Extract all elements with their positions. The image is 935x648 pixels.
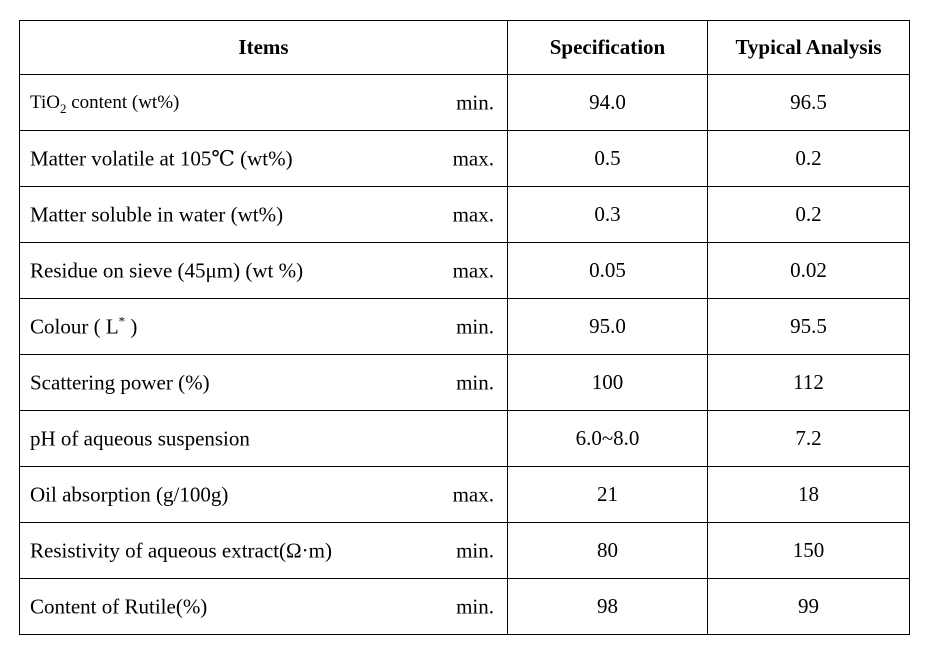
item-name: Residue on sieve (45μm) (wt %) — [30, 258, 304, 282]
item-name: pH of aqueous suspension — [30, 426, 250, 450]
table-row: Matter volatile at 105℃ (wt%) max. 0.5 0… — [19, 130, 910, 187]
item-limit: min. — [456, 538, 494, 562]
specification-value: 0.5 — [507, 130, 708, 187]
header-row: Items Specification Typical Analysis — [19, 20, 910, 75]
typical-value: 7.2 — [707, 410, 910, 467]
specification-value: 0.3 — [507, 186, 708, 243]
typical-value: 112 — [707, 354, 910, 411]
table-row: Scattering power (%) min. 100 112 — [19, 354, 910, 411]
specification-value: 80 — [507, 522, 708, 579]
header-specification: Specification — [507, 20, 708, 75]
item-name: Content of Rutile(%) — [30, 594, 208, 618]
specification-value: 100 — [507, 354, 708, 411]
item-name: Colour ( L* ) — [30, 313, 138, 338]
specification-value: 95.0 — [507, 298, 708, 355]
item-cell: Matter volatile at 105℃ (wt%) max. — [19, 130, 508, 187]
typical-value: 0.2 — [707, 186, 910, 243]
item-limit: max. — [452, 482, 494, 506]
item-cell: Residue on sieve (45μm) (wt %) max. — [19, 242, 508, 299]
typical-value: 18 — [707, 466, 910, 523]
item-cell: Content of Rutile(%) min. — [19, 578, 508, 635]
specification-value: 0.05 — [507, 242, 708, 299]
item-limit: max. — [452, 258, 494, 282]
table-row: Content of Rutile(%) min. 98 99 — [19, 578, 910, 635]
typical-value: 0.02 — [707, 242, 910, 299]
specification-value: 21 — [507, 466, 708, 523]
typical-value: 150 — [707, 522, 910, 579]
typical-value: 0.2 — [707, 130, 910, 187]
item-cell: TiO2 content (wt%) min. — [19, 74, 508, 131]
item-cell: pH of aqueous suspension — [19, 410, 508, 467]
table-row: pH of aqueous suspension 6.0~8.0 7.2 — [19, 410, 910, 467]
table-row: Oil absorption (g/100g) max. 21 18 — [19, 466, 910, 523]
header-typical-analysis: Typical Analysis — [707, 20, 910, 75]
typical-value: 96.5 — [707, 74, 910, 131]
table-row: TiO2 content (wt%) min. 94.0 96.5 — [19, 74, 910, 131]
item-cell: Resistivity of aqueous extract(Ω·m) min. — [19, 522, 508, 579]
table-row: Colour ( L* ) min. 95.0 95.5 — [19, 298, 910, 355]
header-items: Items — [19, 20, 508, 75]
item-cell: Scattering power (%) min. — [19, 354, 508, 411]
table-row: Matter soluble in water (wt%) max. 0.3 0… — [19, 186, 910, 243]
table-row: Resistivity of aqueous extract(Ω·m) min.… — [19, 522, 910, 579]
item-limit: max. — [452, 202, 494, 226]
item-name: Oil absorption (g/100g) — [30, 482, 229, 506]
item-name: TiO2 content (wt%) — [30, 91, 180, 116]
item-cell: Oil absorption (g/100g) max. — [19, 466, 508, 523]
specification-value: 94.0 — [507, 74, 708, 131]
specification-value: 6.0~8.0 — [507, 410, 708, 467]
item-limit: min. — [456, 90, 494, 114]
specification-value: 98 — [507, 578, 708, 635]
item-name: Matter soluble in water (wt%) — [30, 202, 284, 226]
item-limit: min. — [456, 314, 494, 338]
item-limit: max. — [452, 146, 494, 170]
specification-table: Items Specification Typical Analysis TiO… — [19, 20, 910, 635]
typical-value: 99 — [707, 578, 910, 635]
item-cell: Colour ( L* ) min. — [19, 298, 508, 355]
item-limit: min. — [456, 594, 494, 618]
item-name: Resistivity of aqueous extract(Ω·m) — [30, 538, 332, 562]
item-name: Matter volatile at 105℃ (wt%) — [30, 146, 293, 170]
item-name: Scattering power (%) — [30, 370, 210, 394]
typical-value: 95.5 — [707, 298, 910, 355]
item-cell: Matter soluble in water (wt%) max. — [19, 186, 508, 243]
item-limit: min. — [456, 370, 494, 394]
table-row: Residue on sieve (45μm) (wt %) max. 0.05… — [19, 242, 910, 299]
